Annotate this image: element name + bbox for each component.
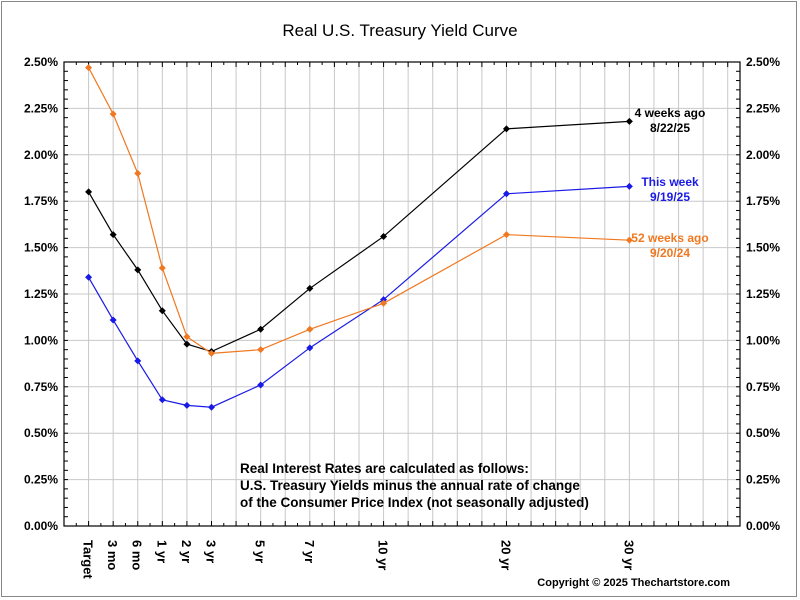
y-tick-label-right: 0.50% [746,426,780,440]
data-point [134,357,142,365]
y-tick-label-left: 1.75% [24,194,58,208]
y-tick-label-left: 1.00% [24,333,58,347]
data-point [85,64,93,72]
x-tick-label: 7 yr [302,540,317,563]
legend-name: 4 weeks ago [634,106,706,120]
y-tick-label-right: 2.25% [746,101,780,115]
annotation: Real Interest Rates are calculated as fo… [240,460,589,511]
data-point [134,266,142,274]
data-point [158,264,166,272]
x-tick-label: 3 yr [203,540,218,563]
legend-date: 9/19/25 [649,190,691,204]
data-point [380,299,388,307]
y-tick-label-right: 0.00% [746,519,780,533]
data-point [158,396,166,404]
plot-area-border [63,61,741,527]
x-tick-label: 3 mo [105,540,120,570]
legend-this-week: This week 9/19/25 [615,175,725,205]
y-tick-label-right: 2.50% [746,55,780,69]
y-tick-label-right: 0.25% [746,473,780,487]
legend-date: 9/20/24 [649,246,691,260]
y-tick-label-right: 2.00% [746,148,780,162]
data-point [380,232,388,240]
x-tick-label: 10 yr [376,540,391,570]
data-point [502,125,510,133]
data-point [306,284,314,292]
y-tick-label-left: 0.25% [24,473,58,487]
data-point [158,307,166,315]
y-tick-label-left: 1.25% [24,287,58,301]
annotation-line-2: U.S. Treasury Yields minus the annual ra… [240,478,580,493]
data-point [380,296,388,304]
data-point [207,403,215,411]
x-tick-label: Target [81,540,96,579]
legend-52-weeks-ago: 52 weeks ago 9/20/24 [615,231,725,261]
y-tick-label-right: 1.75% [746,194,780,208]
y-tick-label-left: 2.25% [24,101,58,115]
data-point [109,316,117,324]
y-tick-label-left: 0.75% [24,380,58,394]
data-point [134,169,142,177]
x-tick-label: 20 yr [498,540,513,570]
x-tick-label: 1 yr [154,540,169,563]
data-point [625,117,633,125]
data-point [183,333,191,341]
y-tick-label-right: 1.25% [746,287,780,301]
y-tick-label-left: 2.00% [24,148,58,162]
y-tick-label-right: 1.50% [746,241,780,255]
y-tick-label-left: 1.50% [24,241,58,255]
data-point [85,273,93,281]
data-point [502,190,510,198]
x-tick-label: 6 mo [130,540,145,570]
y-tick-label-right: 0.75% [746,380,780,394]
legend-name: 52 weeks ago [631,231,709,245]
data-point [257,346,265,354]
x-tick-label: 5 yr [253,540,268,563]
data-point [306,325,314,333]
legend-date: 8/22/25 [649,121,691,135]
annotation-line-3: of the Consumer Price Index (not seasona… [240,495,589,510]
data-point [183,401,191,409]
data-point [502,231,510,239]
y-tick-label-left: 0.50% [24,426,58,440]
y-tick-label-left: 0.00% [24,519,58,533]
data-point [625,182,633,190]
annotation-line-1: Real Interest Rates are calculated as fo… [240,461,529,476]
chart-title: Real U.S. Treasury Yield Curve [282,21,518,40]
data-point [109,231,117,239]
data-point [257,325,265,333]
y-tick-label-left: 2.50% [24,55,58,69]
data-point [109,110,117,118]
data-point [625,236,633,244]
data-point [85,188,93,196]
x-tick-label: 2 yr [179,540,194,563]
legend-name: This week [641,175,699,189]
copyright: Copyright © 2025 Thechartstore.com [537,577,730,589]
data-point [183,340,191,348]
y-tick-label-right: 1.00% [746,333,780,347]
data-point [257,381,265,389]
data-point [207,349,215,357]
legend-4-weeks-ago: 4 weeks ago 8/22/25 [615,106,725,136]
data-point [306,344,314,352]
x-tick-label: 30 yr [621,540,636,570]
